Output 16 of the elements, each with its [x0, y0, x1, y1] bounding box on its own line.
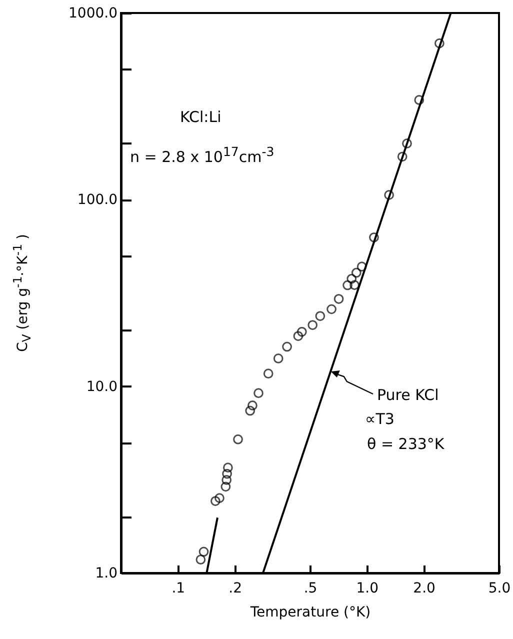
annotation: ∝T3 [365, 410, 394, 428]
x-tick-label: .1 [172, 580, 186, 596]
annotation: n = 2.8 x 10$^{17}$cm$^{-3}$ [130, 144, 274, 166]
y-tick-label: 1000.0 [68, 6, 118, 22]
annotation: KCl:Li [180, 108, 222, 126]
y-tick-label: 10.0 [86, 378, 118, 395]
x-axis-title: Temperature (°K) [249, 604, 371, 620]
y-tick-label: 100.0 [77, 192, 118, 208]
y-tick-label: 1.0 [95, 566, 118, 582]
x-tick-label: 2.0 [413, 580, 436, 596]
x-tick-label: .2 [228, 580, 242, 596]
annotation: θ = 233°K [367, 435, 444, 453]
x-tick-label: 5.0 [488, 580, 511, 596]
x-tick-label: .5 [304, 580, 318, 596]
x-tick-label: 1.0 [356, 580, 379, 596]
annotation: Pure KCl [377, 386, 439, 404]
